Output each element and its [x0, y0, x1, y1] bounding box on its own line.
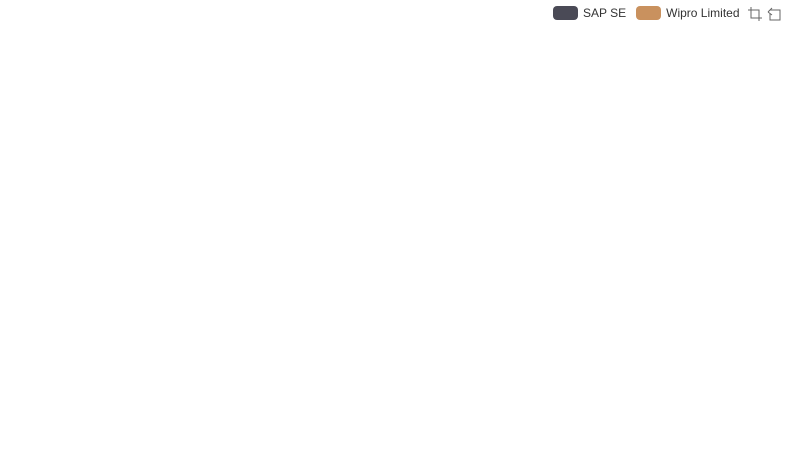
bar-wipro-2017	[322, 163, 343, 318]
bar-sap-2016	[238, 310, 259, 318]
x-tick-label: 2023	[676, 321, 703, 335]
bar-sap-2014	[115, 311, 136, 318]
legend-label-wipro: Wipro Limited	[666, 6, 740, 20]
legend-item-sap[interactable]: SAP SE	[553, 6, 626, 20]
bar-wipro-2023	[690, 79, 711, 319]
y-tick-label: 120B	[70, 164, 98, 178]
zoom-select-icon[interactable]	[747, 6, 763, 22]
slider-preview-area	[109, 411, 717, 438]
bar-sap-2018	[361, 309, 382, 318]
y-tick-label: 0	[91, 311, 98, 325]
x-tick-label: 2017	[308, 321, 335, 335]
bar-sap-2015	[177, 310, 198, 318]
bar-wipro-2016	[260, 154, 281, 318]
watermark-logo	[344, 180, 442, 278]
y-tick-label: 210B	[70, 53, 98, 67]
legend-label-sap: SAP SE	[583, 6, 627, 20]
x-tick-label: 2015	[185, 321, 212, 335]
chart-legend: SAP SE Wipro Limited	[553, 4, 750, 22]
bar-wipro-2019	[445, 168, 465, 318]
bar-sap-2020	[484, 308, 505, 318]
restore-icon[interactable]	[767, 6, 783, 22]
bar-sap-2022	[607, 309, 628, 318]
bar-wipro-2020	[506, 110, 527, 318]
bar-sap-2017	[300, 310, 321, 318]
bar-sap-2019	[423, 309, 443, 318]
y-tick-label: 180B	[70, 90, 98, 104]
slider-handle-right[interactable]	[778, 410, 786, 434]
x-axis-title: Year	[431, 363, 455, 377]
bar-sap-2023	[668, 308, 689, 318]
slider-handle-left[interactable]	[106, 410, 114, 434]
legend-item-wipro[interactable]: Wipro Limited	[636, 6, 740, 20]
y-tick-label: 90B	[77, 200, 98, 214]
y-tick-label: 30B	[77, 274, 98, 288]
range-slider[interactable]	[106, 401, 786, 438]
y-tick-label: 60B	[77, 237, 98, 251]
bar-wipro-2021	[567, 114, 588, 318]
bar-wipro-2022	[629, 84, 650, 318]
y-tick-label: 150B	[70, 127, 98, 141]
bar-sap-2021	[545, 308, 566, 318]
x-tick-label: 2019	[431, 321, 458, 335]
bar-wipro-2018	[383, 176, 404, 318]
x-tick-label: 2021	[554, 321, 581, 335]
chart-toolbar	[747, 6, 787, 22]
legend-swatch-wipro	[636, 6, 662, 20]
bar-wipro-2015	[199, 185, 220, 318]
bar-wipro-2024	[752, 79, 773, 319]
bar-wipro-2014	[137, 160, 158, 318]
legend-swatch-sap	[553, 6, 578, 20]
y-axis-title: EBITDA	[47, 167, 61, 210]
